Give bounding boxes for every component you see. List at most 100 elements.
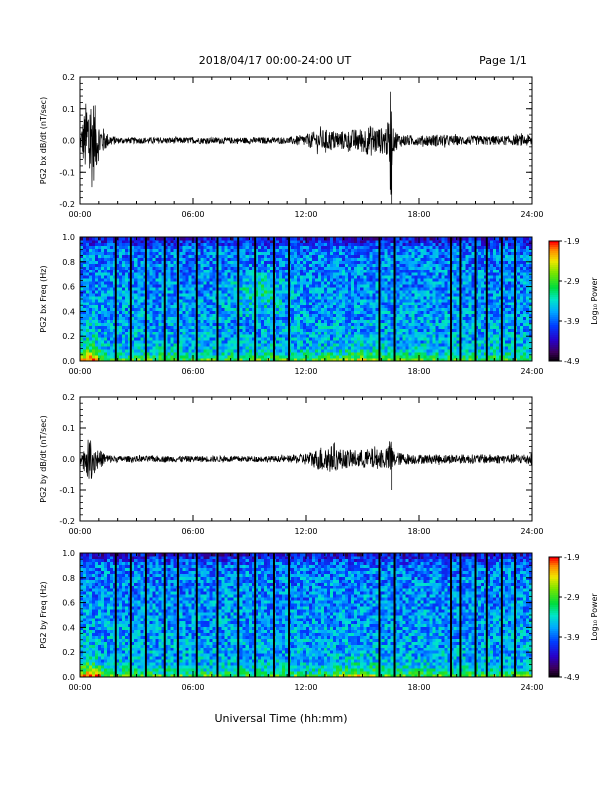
spectrogram-cell xyxy=(164,319,168,323)
spectrogram-cell xyxy=(420,293,424,297)
spectrogram-cell xyxy=(167,257,171,261)
spectrogram-cell xyxy=(167,307,171,312)
spectrogram-cell xyxy=(408,287,412,291)
spectrogram-cell xyxy=(269,334,274,338)
spectrogram-cell xyxy=(278,352,283,356)
spectrogram-cell xyxy=(92,257,96,261)
spectrogram-cell xyxy=(266,254,271,258)
spectrogram-cell xyxy=(366,275,370,279)
spectrogram-cell xyxy=(309,260,313,264)
spectrogram-cell xyxy=(384,263,388,267)
spectrogram-cell xyxy=(333,296,337,300)
spectrogram-cell xyxy=(242,334,247,338)
spectrogram-cell xyxy=(290,275,295,279)
spectrogram-cell xyxy=(140,278,144,282)
spectrogram-cell xyxy=(146,284,150,288)
spectrogram-cell xyxy=(119,331,123,335)
spectrogram-cell xyxy=(369,310,373,315)
spectrogram-cell xyxy=(224,237,228,241)
spectrogram-cell xyxy=(284,293,289,297)
spectrogram-cell xyxy=(281,346,286,350)
spectrogram-cell xyxy=(384,310,388,315)
spectrogram-cell xyxy=(275,269,280,273)
spectrogram-cell xyxy=(372,287,376,291)
spectrogram-cell xyxy=(203,304,207,309)
spectrogram-cell xyxy=(360,313,364,318)
spectrogram-cell xyxy=(345,304,349,309)
spectrogram-cell xyxy=(299,358,304,362)
spectrogram-cell xyxy=(266,307,271,312)
spectrogram-cell xyxy=(309,239,313,244)
spectrogram-cell xyxy=(405,349,409,353)
spectrogram-cell xyxy=(281,284,286,288)
spectrogram-cell xyxy=(110,301,114,306)
spectrogram-cell xyxy=(212,293,216,297)
spectrogram-cell xyxy=(354,304,358,309)
spectrogram-cell xyxy=(119,290,123,294)
spectrogram-cell xyxy=(345,281,349,285)
spectrogram-cell xyxy=(302,237,307,241)
spectrogram-cell xyxy=(302,322,307,326)
spectrogram-cell xyxy=(293,352,298,356)
spectrogram-cell xyxy=(95,299,99,303)
spectrogram-cell xyxy=(152,355,156,359)
spectrogram-cell xyxy=(149,251,153,256)
spectrogram-cell xyxy=(405,307,409,312)
spectrogram-cell xyxy=(173,322,177,326)
spectrogram-cell xyxy=(191,290,195,294)
spectrogram-cell xyxy=(122,245,126,250)
spectrogram-cell xyxy=(306,349,310,353)
spectrogram-cell xyxy=(296,304,301,309)
spectrogram xyxy=(80,237,533,362)
spectrogram-cell xyxy=(203,299,207,303)
spectrogram-cell xyxy=(309,307,313,312)
spectrogram-cell xyxy=(233,266,237,270)
spectrogram-cell xyxy=(98,257,102,261)
spectrogram-cell xyxy=(107,257,111,261)
spectrogram-cell xyxy=(95,355,99,359)
spectrogram-cell xyxy=(312,313,316,318)
spectrogram-cell xyxy=(95,319,99,323)
spectrogram-cell xyxy=(155,340,159,344)
spectrogram-cell xyxy=(351,245,355,250)
spectrogram-cell xyxy=(275,349,280,353)
spectrogram-cell xyxy=(381,251,385,256)
spectrogram-cell xyxy=(125,310,129,315)
spectrogram-cell xyxy=(158,299,162,303)
spectrogram-cell xyxy=(420,275,424,279)
spectrogram-cell xyxy=(179,331,183,335)
spectrogram-cell xyxy=(414,316,418,320)
spectrogram-cell xyxy=(83,269,87,273)
spectrogram-cell xyxy=(263,349,268,353)
spectrogram-cell xyxy=(254,284,259,288)
spectrogram-cell xyxy=(420,269,424,273)
spectrogram-cell xyxy=(158,269,162,273)
spectrogram-cell xyxy=(342,266,346,270)
spectrogram-cell xyxy=(360,260,364,264)
spectrogram-cell xyxy=(360,248,364,253)
spectrogram-cell xyxy=(281,296,286,300)
spectrogram-cell xyxy=(426,301,430,306)
spectrogram-cell xyxy=(405,290,409,294)
spectrogram-cell xyxy=(372,248,376,253)
spectrogram-cell xyxy=(197,328,201,332)
spectrogram-cell xyxy=(345,272,349,276)
spectrogram-cell xyxy=(170,334,174,338)
spectrogram-cell xyxy=(348,275,352,279)
spectrogram-cell xyxy=(101,272,105,276)
spectrogram-cell xyxy=(318,287,322,291)
spectrogram-cell xyxy=(125,313,129,318)
spectrogram-cell xyxy=(164,313,168,318)
spectrogram-cell xyxy=(399,334,403,338)
spectrogram-cell xyxy=(254,293,259,297)
spectrogram-cell xyxy=(146,242,150,247)
spectrogram-cell xyxy=(327,334,331,338)
spectrogram-cell xyxy=(179,325,183,329)
spectrogram-cell xyxy=(342,242,346,247)
spectrogram-cell xyxy=(158,355,162,359)
spectrogram-cell xyxy=(104,272,108,276)
spectrogram-cell xyxy=(167,313,171,318)
spectrogram-cell xyxy=(269,328,274,332)
spectrogram-cell xyxy=(104,349,108,353)
